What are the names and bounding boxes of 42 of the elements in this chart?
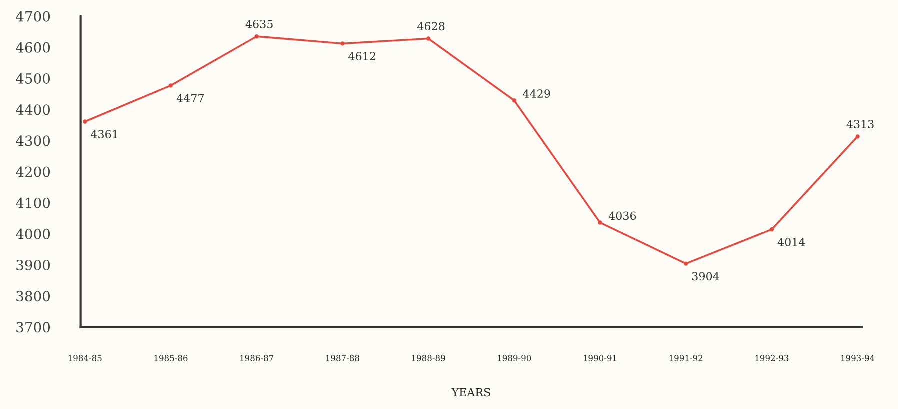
y-tick-label: 4200 — [16, 166, 50, 178]
data-label: 4361 — [91, 130, 118, 139]
data-label: 3904 — [692, 272, 720, 281]
y-tick-label: 3900 — [16, 260, 50, 271]
y-tick-label: 4100 — [16, 198, 50, 208]
x-tick-label: 1987-88 — [326, 355, 360, 362]
x-tick-label: 1993-94 — [841, 355, 875, 362]
x-tick-label: 1988-89 — [412, 355, 446, 362]
x-tick-label: 1992-93 — [756, 355, 789, 362]
data-label: 4477 — [176, 94, 204, 102]
data-label: 4628 — [418, 22, 445, 31]
y-tick-label: 4300 — [16, 136, 50, 146]
point — [254, 34, 259, 39]
data-label: 4429 — [523, 90, 550, 98]
y-tick-label: 4500 — [16, 73, 50, 84]
data-label: 4313 — [846, 120, 874, 128]
x-tick-label: 1989-90 — [498, 355, 532, 362]
point — [340, 42, 345, 46]
x-tick-label: 1984-85 — [68, 355, 102, 362]
x-tick-label: 1991-92 — [670, 355, 703, 362]
y-tick-label: 4400 — [16, 104, 50, 116]
y-tick-label: 4600 — [16, 42, 50, 53]
data-label: 4635 — [246, 20, 273, 28]
point — [598, 220, 602, 225]
data-label: 4036 — [608, 212, 636, 220]
y-tick-label: 4000 — [16, 228, 50, 240]
data-label: 4612 — [348, 52, 376, 61]
x-tick-label: 1990-91 — [584, 355, 616, 362]
data-label: 4014 — [778, 238, 806, 246]
point — [770, 228, 774, 232]
point — [512, 98, 516, 103]
y-tick-label: 4700 — [16, 11, 50, 22]
x-tick-label: 1985-86 — [154, 355, 188, 362]
point — [83, 120, 88, 124]
x-tick-label: 1986-87 — [240, 355, 274, 362]
point — [168, 84, 174, 88]
point — [856, 134, 860, 139]
x-axis-title: YEARS — [452, 388, 490, 397]
y-tick-label: 3800 — [16, 291, 50, 302]
point — [426, 36, 431, 41]
point — [684, 262, 688, 266]
y-tick-label: 3700 — [16, 322, 50, 333]
